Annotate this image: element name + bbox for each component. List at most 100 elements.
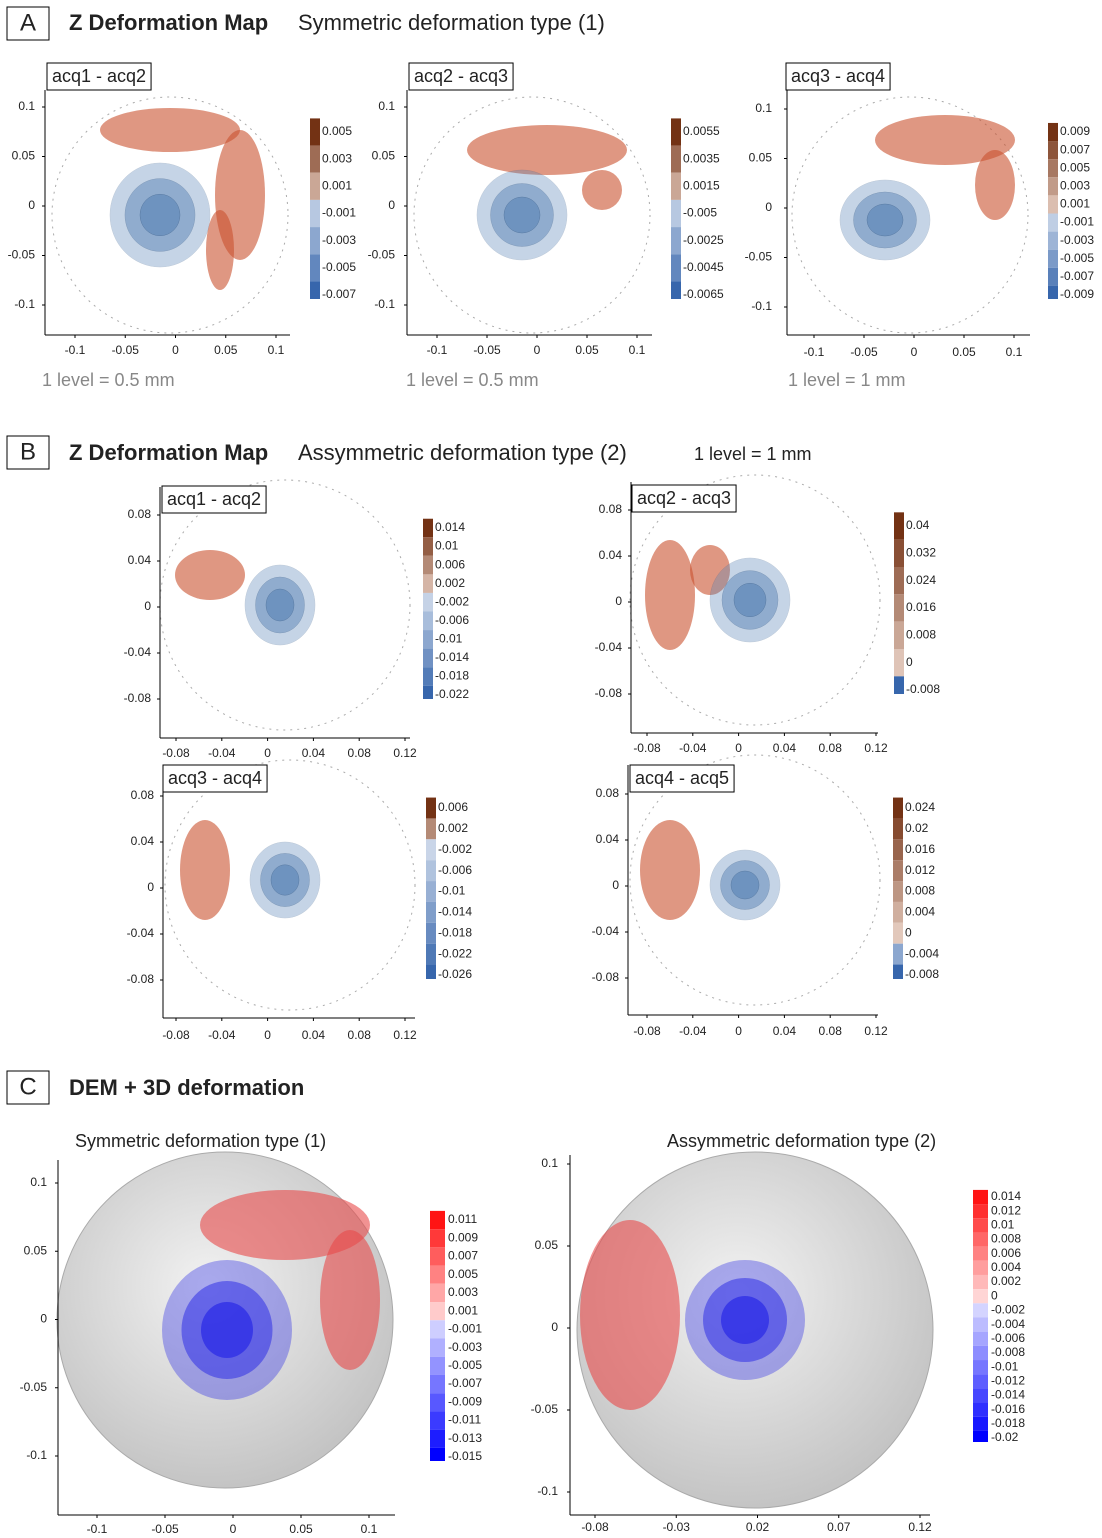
colorbar-segment [430, 1447, 445, 1461]
panel-title-box [162, 764, 268, 793]
colorbar-label: 0.001 [1060, 197, 1090, 211]
colorbar-segment [671, 199, 681, 228]
y-tick-label: 0.05 [372, 149, 396, 163]
colorbar-label: 0.001 [448, 1303, 478, 1317]
x-tick-label: -0.03 [663, 1520, 691, 1534]
colorbar-label: -0.012 [991, 1373, 1025, 1387]
colorbar-segment [973, 1416, 988, 1431]
colorbar-label: -0.001 [448, 1322, 482, 1336]
colorbar-segment [973, 1274, 988, 1290]
subsidence-zone [270, 864, 300, 896]
colorbar-segment [894, 649, 904, 677]
colorbar-segment [1048, 195, 1058, 214]
colorbar-segment [893, 964, 903, 979]
colorbar-label: 0.007 [1060, 142, 1090, 156]
colorbar-segment [426, 901, 436, 923]
colorbar-segment [426, 818, 436, 840]
x-tick-label: 0 [230, 1522, 237, 1536]
y-tick-label: -0.05 [8, 248, 36, 262]
uplift-zone [975, 150, 1015, 220]
colorbar-label: 0.01 [435, 539, 459, 553]
colorbar-segment [671, 227, 681, 255]
subsidence-zone [721, 1296, 769, 1344]
colorbar-segment [430, 1393, 445, 1412]
colorbar-label: 0 [905, 925, 912, 939]
section-title: DEM + 3D deformation [69, 1075, 304, 1100]
colorbar-label: 0.006 [991, 1246, 1021, 1260]
colorbar-label: -0.008 [905, 967, 939, 981]
y-tick-label: 0 [615, 594, 622, 608]
x-tick-label: 0.12 [864, 741, 888, 755]
colorbar-label: -0.01 [438, 884, 466, 898]
colorbar-label: -0.014 [438, 905, 472, 919]
colorbar-segment [430, 1247, 445, 1266]
uplift-zone [875, 115, 1015, 165]
colorbar-segment [671, 281, 681, 299]
y-tick-label: 0 [144, 599, 151, 613]
colorbar-segment [423, 611, 433, 631]
colorbar-label: 0.003 [448, 1285, 478, 1299]
x-tick-label: 0.12 [908, 1520, 932, 1534]
colorbar-segment [426, 860, 436, 882]
x-tick-label: 0.08 [348, 1028, 372, 1042]
study-area-outline [413, 96, 651, 334]
colorbar-segment [1048, 285, 1058, 299]
colorbar-segment [894, 594, 904, 622]
x-tick-label: 0 [264, 1028, 271, 1042]
section-label-box [6, 1070, 50, 1105]
colorbar-segment [973, 1218, 988, 1233]
colorbar-segment [1048, 213, 1058, 232]
colorbar-segment [893, 797, 903, 819]
study-area-outline [791, 96, 1029, 334]
y-tick-label: -0.08 [592, 970, 620, 984]
colorbar-label: -0.008 [991, 1345, 1025, 1359]
y-tick-label: 0.04 [131, 834, 155, 848]
panel-title: acq1 - acq2 [167, 489, 261, 509]
y-tick-label: -0.04 [595, 640, 623, 654]
colorbar-segment [973, 1317, 988, 1332]
colorbar-label: 0.002 [435, 576, 465, 590]
colorbar-segment [430, 1338, 445, 1357]
x-tick-label: -0.05 [151, 1522, 179, 1536]
colorbar-segment [1048, 122, 1058, 142]
x-tick-label: 0.12 [864, 1024, 888, 1038]
x-tick-label: 0 [264, 746, 271, 760]
panel-title: Assymmetric deformation type (2) [667, 1131, 936, 1151]
colorbar-segment [973, 1189, 988, 1205]
uplift-zone [206, 210, 234, 290]
uplift-zone [580, 1220, 680, 1410]
y-tick-label: -0.1 [537, 1484, 558, 1498]
colorbar-label: -0.0045 [683, 260, 724, 274]
colorbar-label: 0.012 [905, 863, 935, 877]
x-tick-label: -0.08 [633, 1024, 661, 1038]
colorbar-label: -0.003 [322, 233, 356, 247]
y-tick-label: 0 [551, 1320, 558, 1334]
colorbar-label: 0.011 [448, 1212, 477, 1226]
y-tick-label: 0.08 [599, 502, 623, 516]
panel-title: acq4 - acq5 [635, 768, 729, 788]
x-tick-label: 0.08 [819, 1024, 843, 1038]
uplift-zone [645, 540, 695, 650]
colorbar-segment [430, 1283, 445, 1303]
colorbar-segment [423, 592, 433, 612]
x-tick-label: 0.1 [361, 1522, 378, 1536]
section-subtitle: Assymmetric deformation type (2) [298, 440, 627, 465]
colorbar-label: -0.005 [1060, 251, 1094, 265]
colorbar-segment [893, 922, 903, 944]
colorbar-label: -0.014 [991, 1388, 1025, 1402]
x-tick-label: 0.07 [827, 1520, 851, 1534]
subsidence-zone [730, 870, 760, 900]
colorbar-segment [973, 1303, 988, 1318]
colorbar-segment [894, 539, 904, 567]
colorbar-label: 0.009 [448, 1230, 478, 1244]
colorbar-segment [430, 1411, 445, 1430]
colorbar-label: 0.0035 [683, 151, 720, 165]
x-tick-label: -0.08 [162, 746, 190, 760]
colorbar-segment [894, 567, 904, 595]
x-tick-label: 0.04 [302, 1028, 326, 1042]
colorbar-segment [310, 254, 320, 282]
colorbar-segment [893, 943, 903, 965]
colorbar-segment [430, 1265, 445, 1284]
colorbar-segment [973, 1289, 988, 1304]
colorbar-segment [426, 881, 436, 902]
